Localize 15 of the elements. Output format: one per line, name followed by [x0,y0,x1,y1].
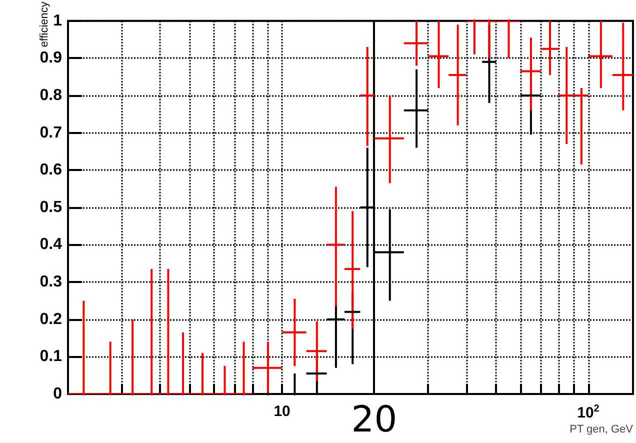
y-tick-label: 0.4 [40,236,62,254]
x-axis-title: PT gen, GeV [570,424,634,436]
y-axis-title: efficiency [38,1,50,48]
y-tick-label: 0 [53,386,62,402]
x-tick-label: 10 [274,403,290,420]
ref-line-label: 20 [351,400,398,440]
y-tick-label: 0.1 [40,348,62,366]
y-tick-label: 0.2 [40,310,62,328]
y-tick-label: 0.7 [40,124,62,142]
y-tick-label: 0.6 [40,162,62,179]
y-tick-label: 0.5 [40,198,62,216]
y-tick-label: 0.3 [40,274,62,291]
y-tick-label: 0.9 [40,50,62,67]
y-tick-label: 0.8 [40,86,62,104]
y-tick-label: 1 [53,12,62,30]
